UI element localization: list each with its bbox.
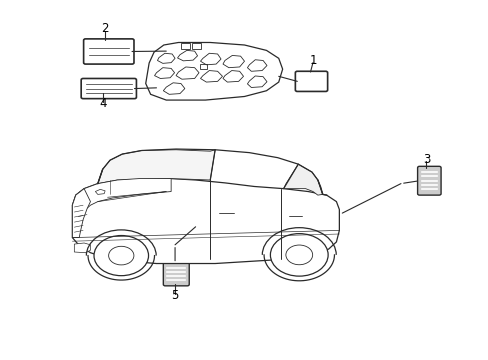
Polygon shape: [200, 71, 222, 82]
Text: 2: 2: [101, 22, 109, 35]
Polygon shape: [98, 150, 215, 184]
Polygon shape: [283, 164, 322, 195]
Polygon shape: [247, 60, 266, 71]
Polygon shape: [177, 50, 197, 61]
Circle shape: [285, 245, 312, 265]
Polygon shape: [95, 189, 105, 194]
Polygon shape: [74, 243, 90, 253]
FancyBboxPatch shape: [81, 78, 136, 99]
FancyBboxPatch shape: [83, 39, 134, 64]
FancyBboxPatch shape: [417, 166, 440, 195]
Polygon shape: [223, 71, 243, 82]
Polygon shape: [176, 67, 199, 79]
Polygon shape: [72, 179, 171, 213]
Polygon shape: [157, 53, 175, 63]
FancyBboxPatch shape: [163, 262, 189, 286]
Circle shape: [108, 246, 134, 265]
Polygon shape: [200, 53, 221, 65]
Circle shape: [270, 234, 327, 276]
Circle shape: [94, 235, 148, 276]
Polygon shape: [163, 83, 184, 94]
Bar: [199, 64, 207, 69]
Polygon shape: [154, 68, 174, 78]
Bar: [181, 43, 189, 49]
Polygon shape: [72, 189, 90, 238]
Polygon shape: [72, 179, 339, 264]
Bar: [192, 43, 201, 49]
Text: 4: 4: [99, 97, 106, 110]
Polygon shape: [247, 76, 266, 87]
FancyBboxPatch shape: [295, 71, 327, 91]
Text: 3: 3: [422, 153, 429, 166]
Text: 5: 5: [171, 289, 179, 302]
Text: 1: 1: [308, 54, 316, 67]
Polygon shape: [145, 42, 282, 100]
Polygon shape: [223, 55, 244, 68]
